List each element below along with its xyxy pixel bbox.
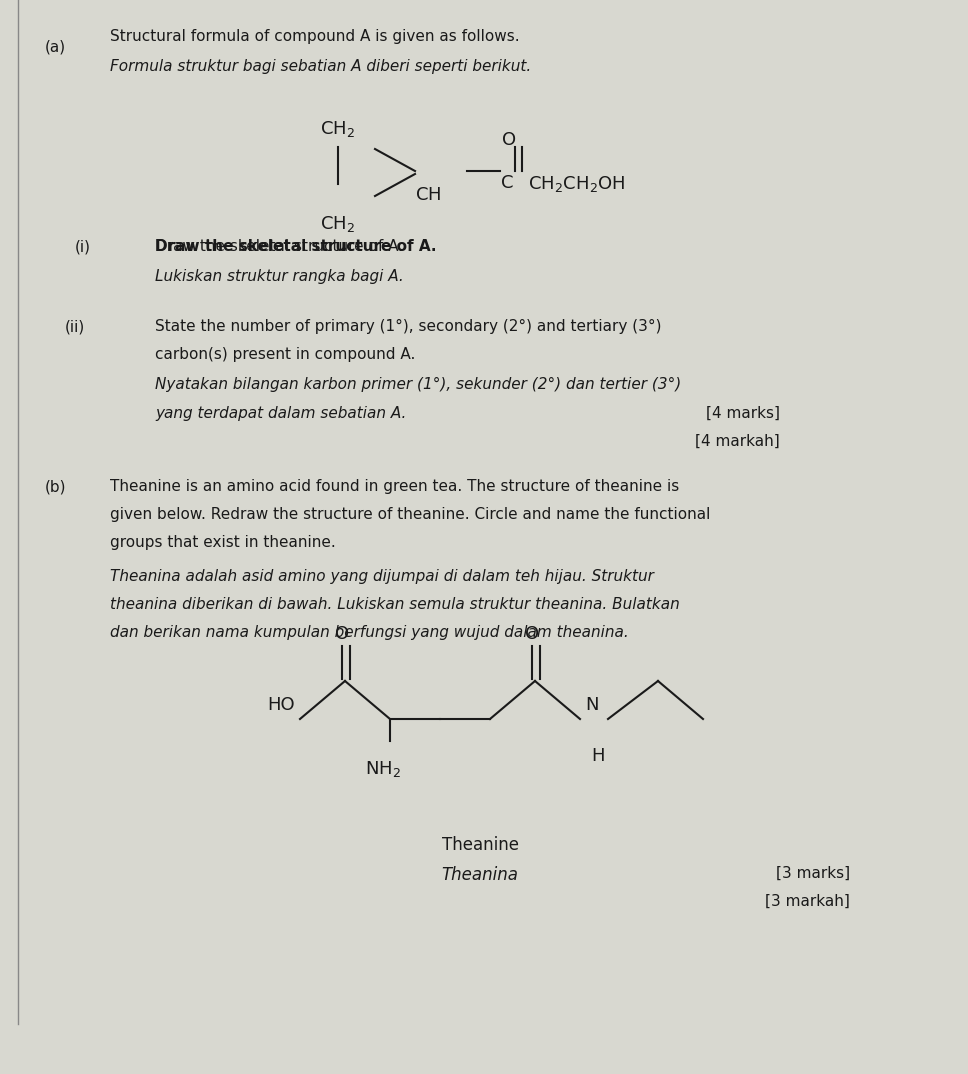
Text: $\mathregular{NH_2}$: $\mathregular{NH_2}$	[365, 759, 401, 779]
Text: (i): (i)	[75, 240, 91, 253]
Text: Structural formula of compound A is given as follows.: Structural formula of compound A is give…	[110, 29, 520, 44]
Text: [3 markah]: [3 markah]	[765, 894, 850, 909]
Text: H: H	[591, 748, 605, 765]
Text: yang terdapat dalam sebatian A.: yang terdapat dalam sebatian A.	[155, 406, 407, 421]
Text: (b): (b)	[45, 479, 67, 494]
Text: $\mathregular{CH_2}$: $\mathregular{CH_2}$	[320, 214, 355, 234]
Text: Nyatakan bilangan karbon primer (1°), sekunder (2°) dan tertier (3°): Nyatakan bilangan karbon primer (1°), se…	[155, 377, 681, 392]
Text: Lukiskan struktur rangka bagi A.: Lukiskan struktur rangka bagi A.	[155, 268, 404, 284]
Text: (a): (a)	[45, 39, 66, 54]
Text: Theanina: Theanina	[441, 866, 519, 884]
Text: $\mathregular{CH}$: $\mathregular{CH}$	[415, 186, 441, 204]
Text: N: N	[585, 696, 598, 714]
Text: Theanine is an amino acid found in green tea. The structure of theanine is: Theanine is an amino acid found in green…	[110, 479, 680, 494]
Text: [4 marks]: [4 marks]	[706, 406, 780, 421]
Text: $\mathregular{CH_2CH_2OH}$: $\mathregular{CH_2CH_2OH}$	[528, 174, 625, 194]
Text: $\mathregular{CH_2}$: $\mathregular{CH_2}$	[320, 119, 355, 139]
Text: O: O	[335, 625, 349, 643]
Text: Draw the skeletal structure of A.: Draw the skeletal structure of A.	[155, 240, 403, 253]
Text: Draw the skeletal structure of A.: Draw the skeletal structure of A.	[155, 240, 437, 253]
Text: groups that exist in theanine.: groups that exist in theanine.	[110, 535, 336, 550]
Text: O: O	[525, 625, 539, 643]
Text: O: O	[502, 131, 516, 149]
Text: HO: HO	[267, 696, 295, 714]
Text: (ii): (ii)	[65, 319, 85, 334]
Text: $\mathregular{C}$: $\mathregular{C}$	[500, 174, 514, 192]
Text: carbon(s) present in compound A.: carbon(s) present in compound A.	[155, 347, 415, 362]
Text: State the number of primary (1°), secondary (2°) and tertiary (3°): State the number of primary (1°), second…	[155, 319, 661, 334]
Text: given below. Redraw the structure of theanine. Circle and name the functional: given below. Redraw the structure of the…	[110, 507, 711, 522]
Text: dan berikan nama kumpulan berfungsi yang wujud dalam theanina.: dan berikan nama kumpulan berfungsi yang…	[110, 625, 629, 640]
Text: Theanine: Theanine	[441, 836, 519, 854]
Text: theanina diberikan di bawah. Lukiskan semula struktur theanina. Bulatkan: theanina diberikan di bawah. Lukiskan se…	[110, 597, 680, 612]
Text: Theanina adalah asid amino yang dijumpai di dalam teh hijau. Struktur: Theanina adalah asid amino yang dijumpai…	[110, 569, 653, 584]
Text: [3 marks]: [3 marks]	[776, 866, 850, 881]
Text: Formula struktur bagi sebatian A diberi seperti berikut.: Formula struktur bagi sebatian A diberi …	[110, 59, 531, 74]
Text: [4 markah]: [4 markah]	[695, 434, 780, 449]
